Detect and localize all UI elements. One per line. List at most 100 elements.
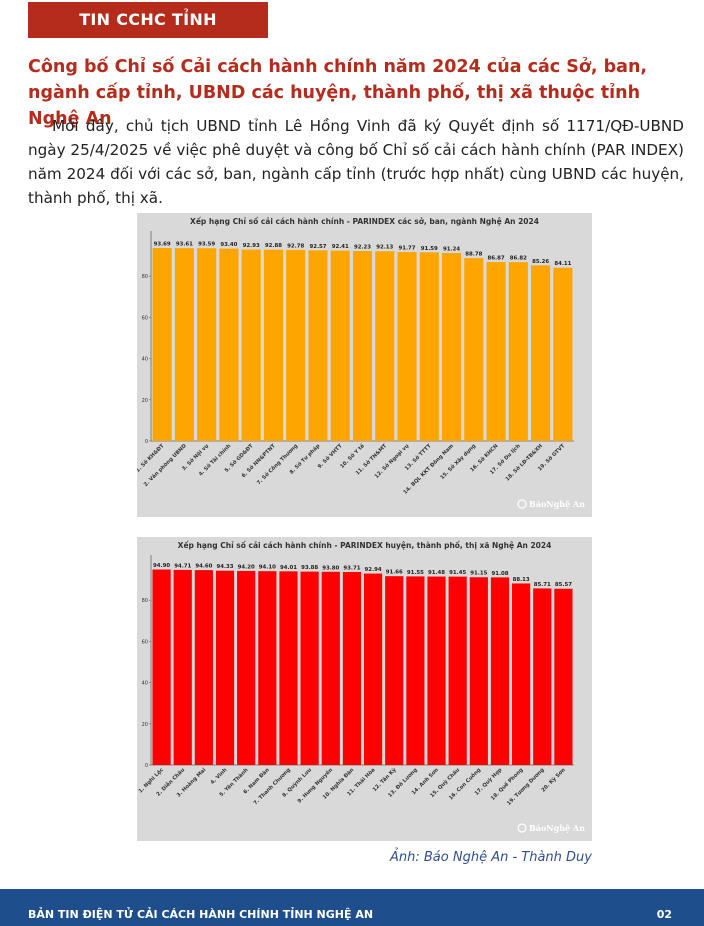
bar-value-label: 91.15	[470, 571, 487, 577]
chart-bar	[215, 570, 235, 765]
chart-bar	[508, 262, 528, 441]
chart-bar	[219, 248, 239, 441]
logo-icon	[517, 823, 527, 833]
bar-value-label: 94.60	[195, 564, 212, 570]
chart-bar	[448, 576, 467, 765]
x-tick-label: 2. Văn phòng UBND	[142, 442, 188, 488]
bar-value-label: 93.61	[176, 242, 193, 248]
bar-value-label: 94.10	[259, 565, 276, 571]
chart-bar	[330, 250, 350, 441]
chart-bar	[342, 571, 362, 765]
photo-caption: Ảnh: Báo Nghệ An - Thành Duy	[390, 850, 592, 865]
bar-value-label: 91.08	[491, 571, 508, 577]
bar-value-label: 86.87	[488, 256, 505, 262]
departments-chart-svg: Xếp hạng Chỉ số cải cách hành chính - PA…	[137, 217, 585, 509]
bar-value-label: 91.45	[449, 570, 466, 576]
bar-value-label: 85.71	[534, 582, 551, 588]
y-tick-label: 20	[142, 398, 148, 404]
logo-icon	[517, 499, 527, 509]
bar-value-label: 92.93	[243, 243, 260, 249]
y-tick-label: 80	[142, 598, 148, 604]
chart-bar	[419, 252, 439, 441]
bar-value-label: 92.41	[332, 244, 349, 250]
article-headline: Công bố Chỉ số Cải cách hành chính năm 2…	[28, 57, 648, 129]
chart-bar	[352, 251, 373, 441]
bar-value-label: 88.78	[465, 252, 482, 258]
chart-bar	[174, 248, 194, 441]
x-tick-label: 19. Tương Dương	[506, 767, 546, 807]
districts-chart: Xếp hạng Chỉ số cải cách hành chính - PA…	[137, 537, 592, 841]
chart-title: Xếp hạng Chỉ số cải cách hành chính - PA…	[178, 541, 552, 550]
bar-value-label: 94.01	[280, 565, 297, 571]
chart-bar	[464, 258, 484, 441]
article-body: Mới đây, chủ tịch UBND tỉnh Lê Hồng Vinh…	[28, 117, 684, 207]
chart-bar	[300, 571, 319, 765]
bar-value-label: 93.59	[198, 242, 215, 248]
y-tick-label: 0	[145, 763, 148, 769]
bar-value-label: 85.26	[532, 259, 549, 265]
bar-value-label: 91.66	[386, 570, 403, 576]
page-number: 02	[656, 908, 672, 921]
chart-bar	[554, 588, 573, 765]
chart-title: Xếp hạng Chỉ số cải cách hành chính - PA…	[190, 217, 539, 226]
chart-bar	[241, 249, 261, 441]
chart-bar	[279, 571, 298, 765]
districts-chart-svg: Xếp hạng Chỉ số cải cách hành chính - PA…	[137, 541, 585, 833]
bar-value-label: 93.80	[322, 565, 339, 571]
bar-value-label: 94.90	[153, 563, 170, 569]
bar-value-label: 92.94	[365, 567, 382, 573]
bar-value-label: 91.59	[421, 246, 438, 252]
chart-bar	[286, 249, 306, 441]
chart-bar	[173, 569, 192, 765]
chart-bar	[152, 569, 171, 765]
x-tick-label: 7. Thanh Chương	[253, 767, 292, 806]
bar-value-label: 92.78	[287, 243, 304, 249]
bar-value-label: 92.23	[354, 245, 371, 251]
bar-value-label: 91.24	[443, 247, 460, 253]
chart-bar	[321, 571, 340, 765]
chart-bar	[490, 577, 510, 765]
chart-bar	[441, 253, 462, 441]
chart-bar	[308, 250, 328, 441]
bar-value-label: 84.11	[554, 261, 571, 267]
bar-value-label: 88.13	[513, 577, 530, 583]
x-tick-label: 9. Hưng Nguyên	[296, 766, 334, 804]
chart-bar	[512, 583, 531, 765]
y-tick-label: 40	[142, 681, 148, 687]
chart-bar	[194, 570, 213, 765]
departments-chart: Xếp hạng Chỉ số cải cách hành chính - PA…	[137, 213, 592, 517]
chart-bar	[427, 576, 446, 765]
x-tick-label: 7. Sở Công Thương	[255, 442, 299, 486]
chart-bar	[553, 267, 573, 441]
bar-value-label: 86.82	[510, 256, 527, 262]
watermark-text: BáoNghệ An	[529, 499, 585, 509]
chart-bar	[375, 251, 395, 441]
footer-title: BẢN TIN ĐIỆN TỬ CẢI CÁCH HÀNH CHÍNH TỈNH…	[28, 908, 374, 921]
y-tick-label: 0	[145, 439, 148, 445]
bar-value-label: 91.55	[407, 570, 424, 576]
chart-bar	[469, 577, 488, 765]
page-footer: BẢN TIN ĐIỆN TỬ CẢI CÁCH HÀNH CHÍNH TỈNH…	[0, 889, 704, 926]
x-tick-label: 18. Sở LĐ-TB&XH	[504, 442, 544, 482]
section-tag: TIN CCHC TỈNH	[28, 2, 268, 38]
bar-value-label: 93.40	[220, 242, 237, 248]
chart-bar	[486, 262, 506, 441]
bar-value-label: 91.77	[398, 245, 415, 251]
chart-bar	[533, 588, 552, 765]
chart-bar	[406, 576, 425, 765]
x-tick-label: 4. Vinh	[210, 767, 229, 786]
bar-value-label: 92.13	[376, 245, 393, 251]
y-tick-label: 20	[142, 722, 148, 728]
chart-bar	[397, 251, 417, 441]
chart-bar	[531, 265, 551, 441]
bar-value-label: 93.88	[301, 565, 318, 571]
chart-bar	[152, 247, 172, 441]
chart-bar	[263, 249, 284, 441]
bar-value-label: 92.57	[309, 244, 326, 250]
chart-bar	[258, 571, 277, 765]
bar-value-label: 93.71	[343, 565, 360, 571]
section-tag-label: TIN CCHC TỈNH	[79, 10, 217, 29]
y-tick-label: 60	[142, 315, 148, 321]
chart-bar	[385, 576, 404, 765]
bar-value-label: 94.71	[174, 563, 191, 569]
